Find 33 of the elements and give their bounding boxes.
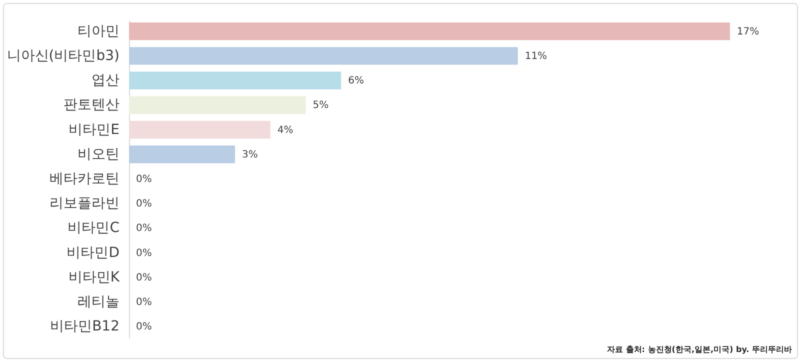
- y-tick-label: 엽산: [92, 72, 120, 89]
- y-tick-label: 티아민: [78, 23, 120, 40]
- bar: [129, 120, 270, 139]
- data-label: 17%: [736, 26, 760, 38]
- bar: [129, 47, 518, 65]
- data-label: 0%: [136, 223, 152, 234]
- data-label: 3%: [242, 149, 258, 160]
- y-tick-label: 비타민K: [68, 269, 120, 286]
- data-label: 0%: [136, 272, 152, 284]
- bar: [129, 146, 236, 164]
- data-label: 0%: [136, 198, 152, 210]
- y-tick-label: 베타카로틴: [50, 171, 120, 187]
- bar: [129, 22, 730, 40]
- data-label: 0%: [136, 322, 152, 333]
- y-tick-label: 비타민B12: [50, 318, 120, 335]
- y-tick-label: 레티놀: [78, 294, 120, 310]
- data-label: 6%: [348, 76, 364, 87]
- y-tick-label: 비타민E: [68, 122, 120, 138]
- data-label: 0%: [136, 174, 152, 185]
- y-tick-label: 리보플라빈: [50, 196, 120, 212]
- data-label: 11%: [524, 50, 548, 62]
- y-tick-label: 비오틴: [78, 146, 120, 162]
- text: 자료 출처: 농진청(한국,일본,미국) by. 뚜리뚜리바: [607, 345, 792, 354]
- y-tick-label: 니아신(비타민b3): [6, 48, 120, 64]
- data-label: 0%: [136, 248, 152, 259]
- y-tick-label: 판토텐산: [64, 97, 120, 114]
- data-label: 4%: [277, 124, 294, 136]
- y-tick-label: 비타민C: [68, 220, 120, 236]
- data-label: 5%: [312, 100, 329, 112]
- bar: [129, 72, 342, 90]
- bar: [129, 96, 306, 114]
- data-label: 0%: [136, 297, 152, 308]
- y-tick-label: 비타민D: [66, 244, 120, 261]
